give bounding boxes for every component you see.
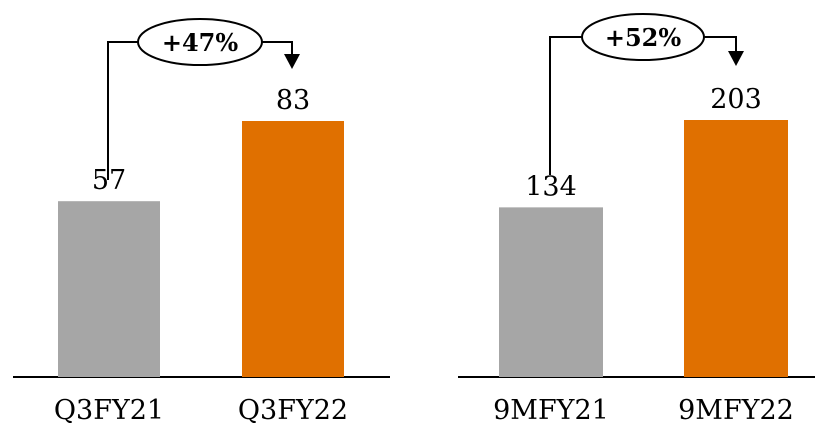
- chart-q3-bar-q3fy21: [58, 201, 160, 377]
- chart-q3-tick-label-q3fy22: Q3FY22: [238, 395, 348, 423]
- chart-9m-growth-arrow-line: [549, 36, 737, 175]
- chart-q3-growth-bubble: [137, 18, 263, 66]
- chart-q3-growth-arrow-head: [284, 54, 300, 69]
- chart-q3-value-label-q3fy22: 83: [276, 85, 310, 116]
- chart-9m-value-label-9mfy22: 203: [710, 84, 762, 115]
- chart-9m-value-label-9mfy21: 134: [525, 171, 577, 202]
- chart-q3-value-label-q3fy21: 57: [92, 165, 126, 196]
- chart-9m: +52% 134 203 9MFY21 9MFY22: [458, 13, 815, 423]
- chart-9m-growth-arrow-head: [728, 51, 744, 66]
- chart-9m-bar-9mfy21: [499, 207, 603, 377]
- chart-q3-bar-q3fy22: [242, 121, 344, 377]
- chart-9m-tick-label-9mfy21: 9MFY21: [493, 395, 609, 423]
- chart-q3-growth-arrow-line: [107, 41, 293, 180]
- chart-q3-growth-label: +47%: [162, 28, 239, 57]
- chart-q3-tick-label-q3fy21: Q3FY21: [54, 395, 164, 423]
- chart-q3: +47% 57 83 Q3FY21 Q3FY22: [13, 18, 390, 423]
- chart-9m-bar-9mfy22: [684, 120, 788, 377]
- chart-9m-growth-bubble: [581, 13, 705, 61]
- chart-9m-tick-label-9mfy22: 9MFY22: [678, 395, 794, 423]
- chart-9m-growth-label: +52%: [605, 23, 682, 52]
